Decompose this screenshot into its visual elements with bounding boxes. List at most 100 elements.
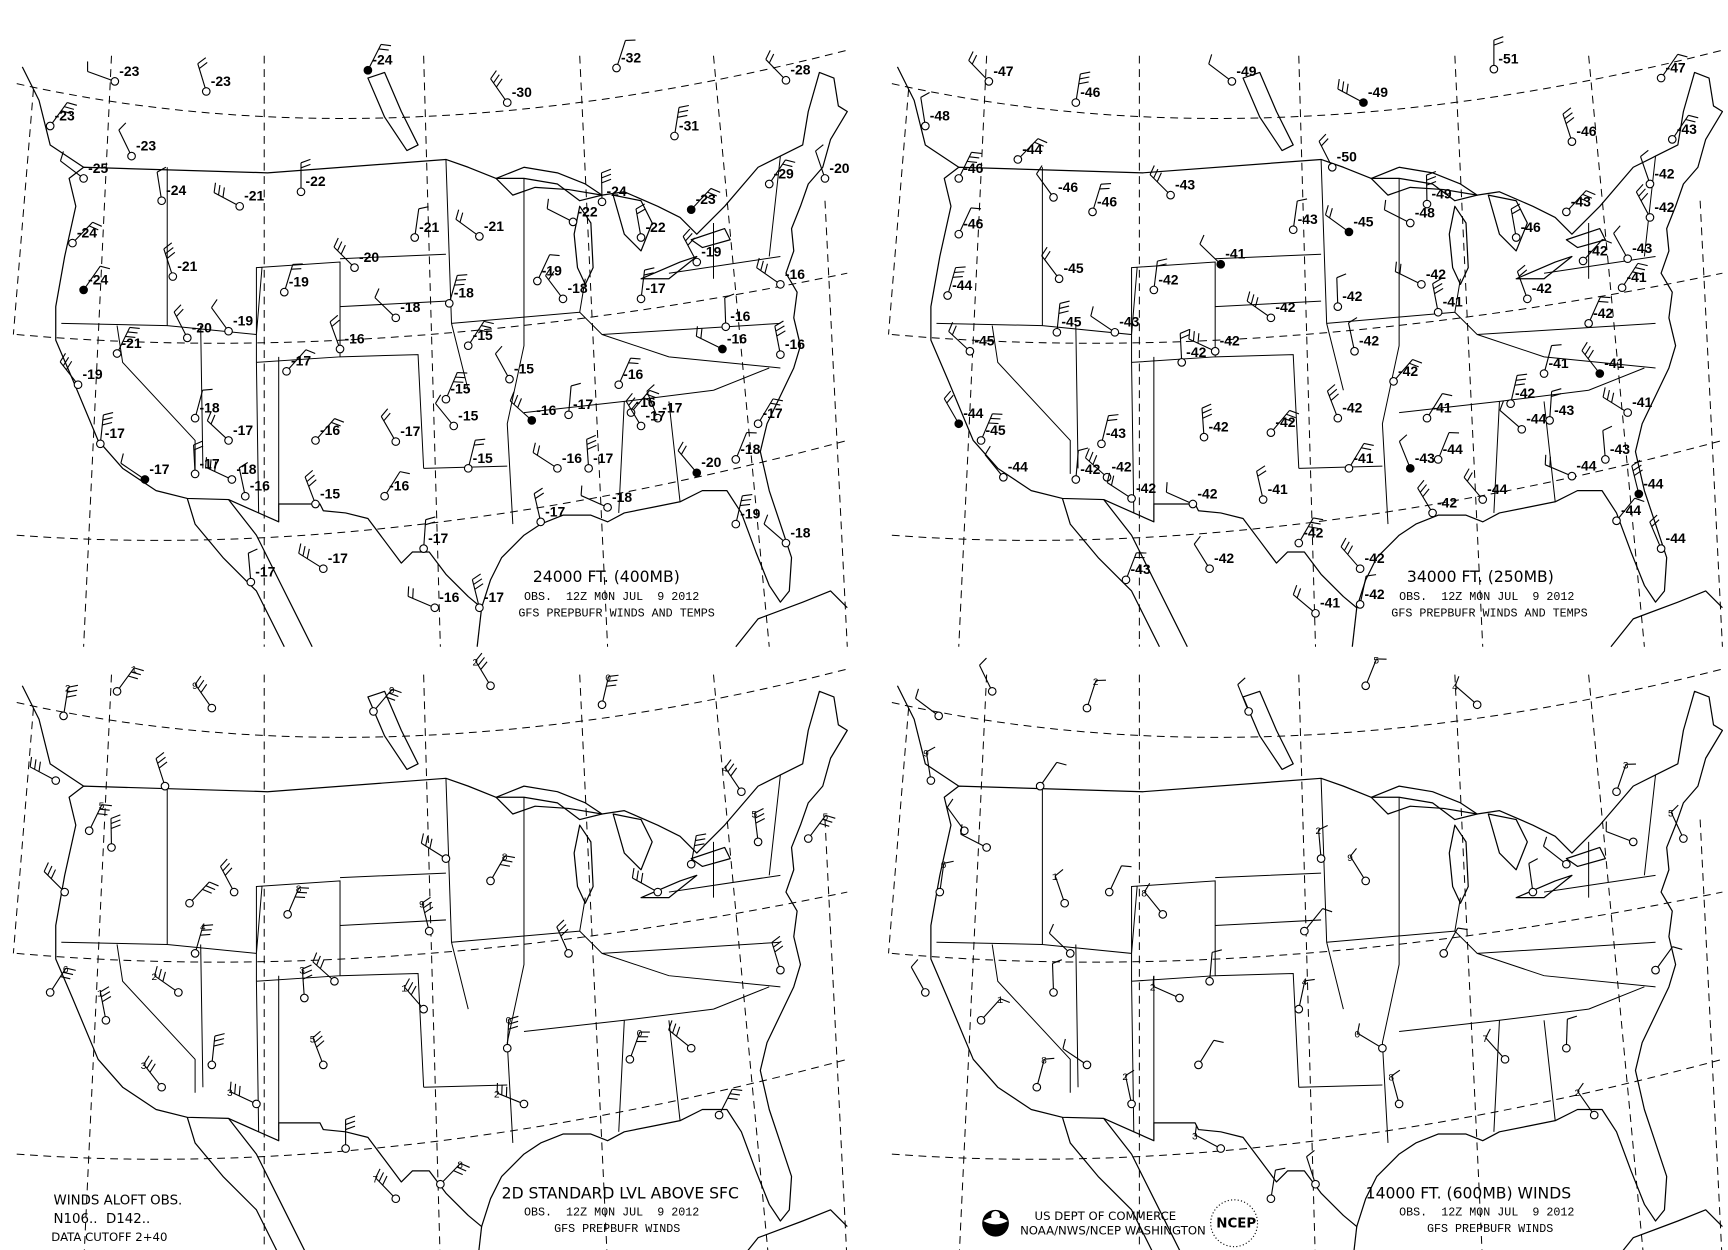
wind-barb-feather — [65, 967, 76, 971]
station-plot: -42 — [1165, 482, 1218, 509]
wind-barb-feather — [776, 330, 786, 337]
wind-barb-feather — [1409, 362, 1419, 368]
wind-barb-feather — [1511, 208, 1521, 215]
station-circle — [107, 843, 116, 852]
station-plot: -18 — [731, 431, 761, 464]
station-circle — [1545, 416, 1554, 425]
wind-barb-shaft — [815, 150, 826, 179]
station-circle — [1158, 910, 1168, 919]
station-circle — [475, 603, 484, 613]
station-circle — [1528, 887, 1538, 897]
wind-barb-shaft — [1051, 963, 1055, 993]
station-plot: -41 — [1617, 262, 1648, 293]
station-plot: -44 — [1433, 431, 1463, 464]
station-plot: -44 — [1631, 459, 1664, 499]
wind-barb-shaft — [756, 267, 781, 285]
wind-barb-feather — [201, 929, 212, 931]
station-circle — [1394, 1099, 1404, 1109]
temperature-label: -17 — [484, 589, 504, 605]
station-plot: -42 — [1578, 238, 1612, 266]
station-circle — [224, 436, 233, 445]
temperature-label: -24 — [166, 182, 186, 198]
station-circle — [686, 1043, 696, 1053]
station-circle — [1617, 283, 1627, 293]
wind-barb-feather — [158, 761, 168, 769]
station-plot: -24 — [597, 168, 627, 207]
station-plot: -16 — [311, 418, 345, 445]
temperature-label: -46 — [963, 216, 983, 232]
temperature-label: -22 — [577, 203, 597, 219]
wind-barb-feather — [1318, 824, 1328, 831]
wind-speed-digit: 2 — [151, 973, 157, 984]
station-plot: -23 — [87, 61, 140, 86]
station-plot: 3 — [1612, 762, 1636, 797]
wind-barb-feather — [943, 860, 954, 864]
temperature-label: -17 — [291, 353, 311, 369]
wind-barb-feather — [333, 237, 339, 248]
wind-barb-feather — [707, 191, 718, 197]
wind-barb-feather — [1324, 205, 1329, 216]
temperature-label: -18 — [612, 489, 632, 505]
station-plot — [668, 1020, 696, 1053]
wind-barb-feather — [198, 62, 208, 69]
wind-speed-digit: 5 — [310, 1035, 316, 1046]
station-plot: -50 — [1318, 133, 1357, 172]
station-circle — [318, 1060, 328, 1070]
wind-barb-shaft — [1349, 856, 1367, 882]
station-circle — [502, 1043, 512, 1053]
wind-barb-shaft — [1391, 1075, 1400, 1105]
wind-barb-feather — [424, 906, 434, 914]
wind-barb-shaft — [435, 403, 455, 427]
wind-barb-feather — [1211, 949, 1222, 953]
wind-barb-shaft — [1124, 1075, 1133, 1105]
station-plot: -17 — [298, 543, 348, 574]
wind-barb-shaft — [229, 1091, 257, 1105]
wind-barb-feather — [425, 516, 436, 521]
wind-speed-digit: 5 — [822, 813, 828, 824]
wind-barb-feather — [765, 50, 771, 60]
wind-barb-shaft — [939, 863, 945, 893]
station-circle — [1032, 1082, 1042, 1092]
wind-barb-feather — [495, 345, 503, 355]
station-circle — [934, 711, 944, 721]
station-circle — [1405, 463, 1415, 473]
wind-barb-feather — [316, 955, 321, 966]
temperature-label: -23 — [55, 107, 75, 123]
wind-barb-feather — [1149, 165, 1155, 175]
station-plot: 1 — [401, 978, 428, 1014]
temperature-label: -41 — [1632, 394, 1652, 410]
station-circle — [1601, 455, 1610, 464]
station-circle — [1578, 256, 1588, 266]
wind-barb-shaft — [1359, 575, 1367, 605]
wind-barb-feather — [480, 661, 488, 670]
temperature-label: -21 — [122, 335, 142, 351]
station-plot — [1104, 865, 1132, 897]
station-circle — [486, 876, 495, 886]
wind-barb-feather — [385, 696, 396, 701]
station-circle — [1645, 213, 1655, 222]
wind-barb-shaft — [1208, 63, 1233, 82]
wind-barb-feather — [59, 353, 66, 363]
wind-barb-feather — [1632, 464, 1642, 472]
station-circle — [1500, 1054, 1510, 1064]
wind-barb-shaft — [545, 275, 564, 300]
station-circle — [1121, 575, 1131, 585]
station-circle — [185, 898, 194, 908]
station-plot: -45 — [976, 413, 1006, 445]
wind-barb-feather — [404, 978, 410, 988]
wind-barb-shaft — [568, 385, 572, 415]
station-plot: -41 — [1602, 387, 1653, 417]
station-plot: 5 — [751, 808, 765, 847]
wind-barb-feather — [337, 241, 343, 251]
wind-speed-digit: 2 — [1315, 827, 1321, 838]
wind-barb-shaft — [1417, 487, 1434, 514]
station-circle — [1110, 327, 1120, 337]
wind-barb-feather — [1036, 165, 1043, 175]
station-plot: 5 — [84, 802, 112, 836]
wind-barb-feather — [455, 209, 460, 220]
wind-barb-feather — [1454, 676, 1460, 686]
station-plot: -41 — [1581, 341, 1625, 378]
wind-barb-feather — [672, 1023, 677, 1034]
wind-speed-digit: 1 — [97, 989, 103, 1000]
